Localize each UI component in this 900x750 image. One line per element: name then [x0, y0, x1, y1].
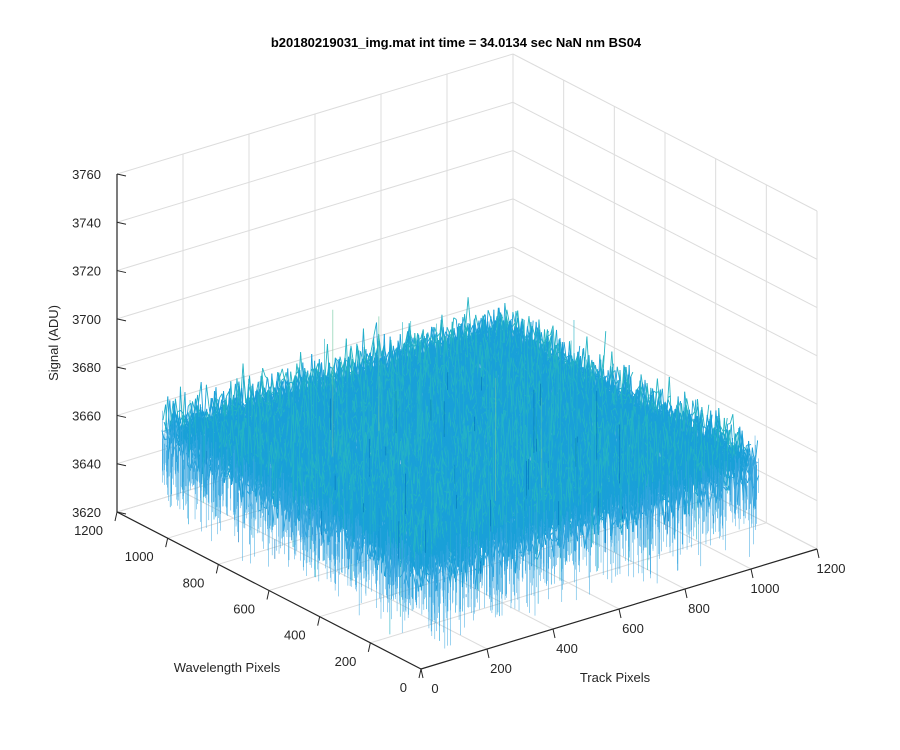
surface-segment: [454, 318, 457, 320]
surface-segment: [280, 369, 283, 377]
surface-segment: [263, 368, 266, 376]
surface: [162, 297, 759, 648]
surface-segment: [418, 339, 421, 340]
surface-segment: [488, 310, 491, 318]
surface-segment: [163, 405, 166, 421]
surface-segment: [374, 322, 377, 335]
surface-segment: [244, 375, 247, 404]
surface-segment: [199, 382, 202, 402]
